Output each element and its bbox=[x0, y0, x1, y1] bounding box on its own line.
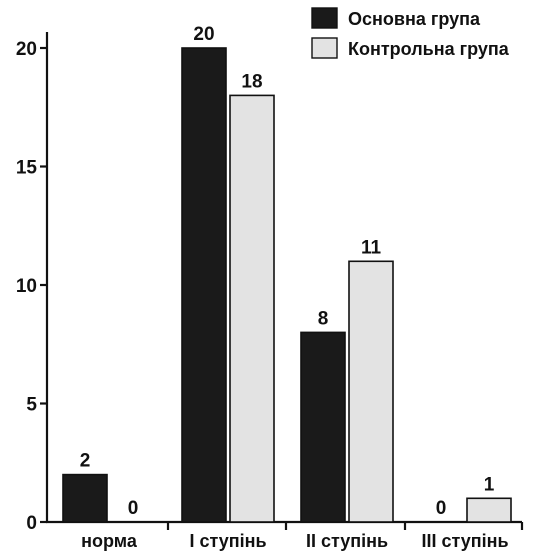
bar-value-label: 0 bbox=[436, 498, 447, 519]
chart-bars bbox=[62, 47, 512, 523]
bar-control-group bbox=[229, 94, 275, 523]
legend-swatch bbox=[311, 7, 338, 29]
y-tick-label: 10 bbox=[16, 276, 37, 297]
legend-swatch bbox=[311, 37, 338, 59]
x-category-label: II ступінь bbox=[306, 531, 388, 551]
bar-value-label: 2 bbox=[80, 451, 91, 472]
bar-value-label: 1 bbox=[484, 474, 495, 495]
bar-value-label: 18 bbox=[241, 71, 262, 92]
bar-value-label: 20 bbox=[193, 24, 214, 45]
bar-main-group bbox=[181, 47, 227, 523]
chart-legend: Основна група Контрольна група bbox=[311, 7, 510, 59]
bar-control-group bbox=[348, 260, 394, 523]
legend-label: Основна група bbox=[348, 9, 481, 29]
x-category-label: норма bbox=[81, 531, 138, 551]
y-tick-label: 5 bbox=[26, 395, 37, 416]
x-category-label: I ступінь bbox=[189, 531, 266, 551]
bar-control-group bbox=[466, 497, 512, 523]
x-category-label: III ступінь bbox=[421, 531, 508, 551]
y-tick-label: 15 bbox=[16, 158, 38, 179]
y-tick-label: 0 bbox=[26, 513, 37, 534]
legend-label: Контрольна група bbox=[348, 39, 510, 59]
bar-main-group bbox=[62, 473, 108, 523]
bar-value-label: 11 bbox=[361, 237, 382, 258]
bar-main-group bbox=[300, 331, 346, 523]
bar-value-label: 8 bbox=[318, 308, 329, 329]
y-tick-label: 20 bbox=[16, 39, 37, 60]
bar-value-label: 0 bbox=[128, 498, 139, 519]
